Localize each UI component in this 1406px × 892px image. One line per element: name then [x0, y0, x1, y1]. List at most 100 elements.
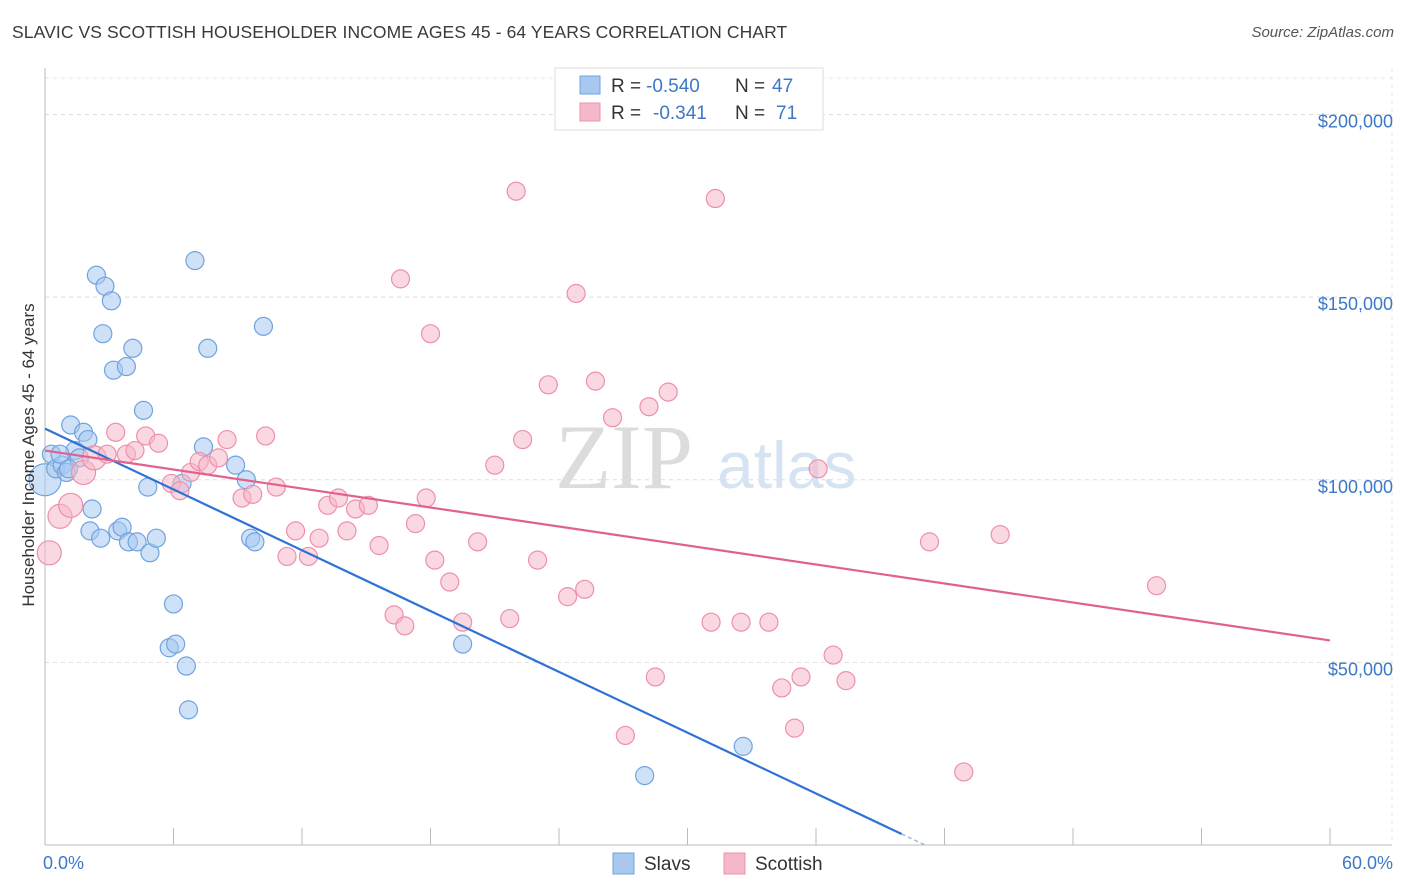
scottish-point-57 [701, 612, 721, 632]
scottish-point-46 [527, 550, 548, 570]
slavs-point-33 [178, 700, 199, 720]
scottish-point-50 [566, 283, 586, 304]
scottish-point-42 [485, 455, 505, 475]
scottish-point-67 [919, 532, 940, 552]
x-tick-label-1: 60.0% [1342, 853, 1393, 873]
bottom-legend: Slavs Scottish [612, 852, 823, 875]
y-tick-labels: $50,000 $100,000 $150,000 $200,000 [1318, 112, 1393, 680]
watermark-zip: ZIP [555, 406, 693, 508]
slavs-point-19 [123, 338, 143, 358]
scottish-point-61 [772, 678, 792, 698]
scottish-point-52 [602, 408, 623, 428]
scottish-point-23 [285, 521, 306, 541]
legend-r-value-slavs: -0.540 [646, 76, 700, 97]
chart-title: SLAVIC VS SCOTTISH HOUSEHOLDER INCOME AG… [12, 22, 788, 42]
scottish-point-10 [148, 433, 169, 453]
slavs-point-44 [733, 736, 753, 756]
scottish-point-0 [36, 540, 62, 566]
scottish-point-38 [425, 550, 445, 570]
scottish-point-53 [615, 725, 635, 746]
scottish-point-55 [645, 667, 665, 687]
slavs-point-15 [101, 291, 121, 311]
slavs-point-20 [133, 400, 154, 420]
scottish-point-56 [658, 382, 678, 402]
scottish-point-66 [836, 671, 856, 691]
scottish-point-22 [277, 546, 297, 567]
data-points [28, 181, 1167, 786]
gridlines [45, 68, 1393, 845]
scottish-point-48 [557, 587, 578, 607]
bottom-legend-label-scottish: Scottish [755, 854, 823, 875]
slavs-point-32 [176, 656, 196, 676]
scottish-point-16 [208, 448, 229, 468]
scottish-point-44 [506, 181, 526, 201]
scottish-point-39 [440, 572, 460, 592]
bottom-legend-label-slavs: Slavs [644, 854, 690, 875]
bottom-legend-swatch-slavs [612, 852, 635, 875]
scottish-point-33 [390, 269, 411, 289]
scottish-point-70 [1146, 576, 1167, 596]
scottish-point-27 [328, 488, 349, 508]
source-label: Source: ZipAtlas.com [1251, 24, 1394, 41]
scottish-point-51 [585, 371, 606, 391]
slavs-point-16 [93, 324, 113, 344]
top-legend: R = -0.540 N = 47 R = -0.341 N = 71 [554, 67, 824, 131]
scottish-point-37 [420, 324, 441, 344]
scottish-point-36 [416, 488, 436, 508]
scottish-point-17 [217, 429, 237, 450]
scottish-point-6 [106, 422, 126, 442]
y-tick-label-2: $150,000 [1318, 294, 1393, 314]
x-tick-labels: 0.0% 60.0% [43, 853, 1393, 873]
slavs-point-29 [163, 594, 184, 614]
x-tick-label-0: 0.0% [43, 853, 84, 873]
legend-n-value-scottish: 71 [776, 103, 797, 124]
slavs-point-12 [91, 528, 111, 548]
slavs-point-40 [245, 532, 265, 552]
scottish-point-69 [990, 524, 1010, 545]
scottish-point-20 [255, 426, 276, 446]
watermark: ZIP atlas [555, 406, 856, 508]
legend-r-label-scottish: R = [611, 103, 641, 124]
trend-lines [44, 427, 1331, 846]
slavs-point-42 [453, 634, 473, 654]
scottish-point-28 [337, 521, 357, 541]
slavs-point-30 [166, 634, 186, 654]
watermark-atlas: atlas [717, 428, 856, 502]
slavs-point-43 [635, 766, 655, 786]
scottish-point-31 [369, 535, 389, 556]
scottish-point-64 [808, 459, 828, 479]
scottish-point-59 [731, 612, 751, 632]
y-tick-label-0: $50,000 [1328, 659, 1393, 679]
scottish-point-12 [170, 481, 190, 501]
scottish-point-65 [823, 645, 843, 665]
slavs-point-36 [198, 338, 218, 358]
legend-swatch-scottish [579, 102, 601, 122]
scottish-point-30 [358, 495, 378, 515]
slavs-point-41 [253, 316, 274, 336]
legend-n-label-scottish: N = [735, 103, 765, 124]
scottish-point-19 [243, 484, 263, 504]
legend-n-value-slavs: 47 [772, 76, 793, 97]
scottish-point-35 [405, 513, 426, 534]
slavs-trend-line [44, 427, 903, 836]
legend-n-label-slavs: N = [735, 76, 765, 97]
scottish-point-58 [705, 188, 725, 209]
scottish-point-21 [266, 477, 286, 497]
scottish-point-47 [538, 375, 558, 395]
scottish-point-68 [954, 762, 974, 782]
y-tick-label-1: $100,000 [1318, 477, 1393, 497]
scottish-point-49 [575, 579, 595, 599]
slavs-point-24 [127, 532, 147, 552]
scottish-point-43 [500, 608, 520, 629]
y-axis-title: Householder Income Ages 45 - 64 years [19, 303, 38, 606]
scottish-trend-line [44, 449, 1331, 642]
bottom-legend-swatch-scottish [723, 852, 746, 875]
scottish-point-41 [468, 532, 488, 552]
scottish-point-45 [512, 429, 533, 450]
slavs-point-18 [116, 356, 136, 377]
scottish-point-25 [309, 528, 329, 548]
slavs-point-10 [82, 499, 102, 519]
slavs-point-27 [146, 528, 166, 548]
scottish-point-60 [759, 612, 779, 632]
